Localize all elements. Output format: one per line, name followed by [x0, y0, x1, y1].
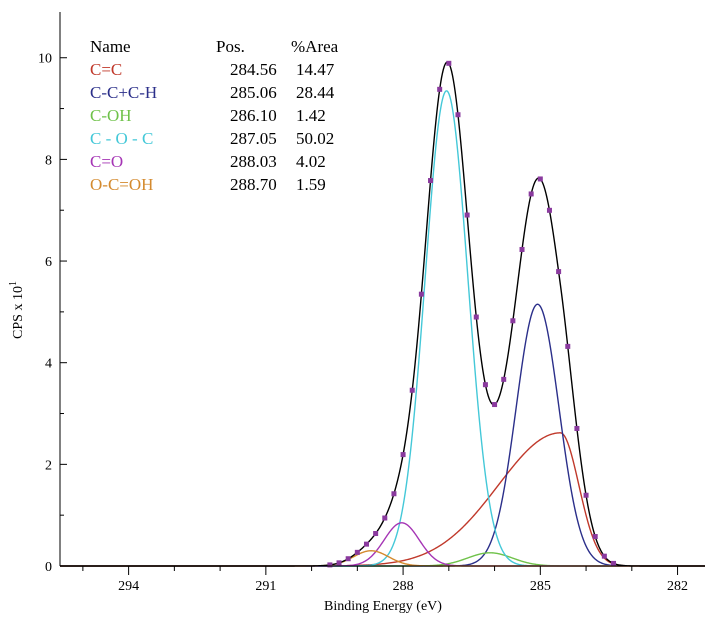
y-tick-label: 4 [45, 357, 52, 372]
legend-pos: 285.06 [230, 83, 277, 102]
data-point [409, 387, 415, 393]
data-point [556, 269, 562, 275]
x-tick-label: 291 [255, 579, 276, 594]
data-point [528, 191, 534, 197]
y-tick-label: 8 [45, 153, 52, 168]
peak-c-o-c [60, 90, 705, 567]
legend-area: 50.02 [296, 129, 334, 148]
legend-area: 4.02 [296, 152, 326, 171]
y-axis-label-base: CPS x 10 [11, 286, 26, 339]
legend-area: 28.44 [296, 83, 335, 102]
data-point [345, 556, 351, 562]
axes: 0 2 4 6 8 10 294 291 288 285 282 [38, 12, 705, 594]
data-point [455, 112, 461, 118]
data-point [592, 534, 598, 540]
legend-name: C-OH [90, 106, 132, 125]
data-point [400, 452, 406, 458]
y-axis-label: CPS x 101 [8, 281, 26, 339]
legend-name: C=O [90, 152, 123, 171]
legend-pos: 284.56 [230, 60, 277, 79]
data-point [363, 541, 369, 547]
data-point [510, 318, 516, 324]
data-point [546, 207, 552, 213]
data-point [519, 246, 525, 252]
data-point [373, 531, 379, 537]
data-point [391, 491, 397, 497]
data-point [537, 176, 543, 182]
legend-pos: 286.10 [230, 106, 277, 125]
svg-text:CPS x 101: CPS x 101 [8, 281, 26, 339]
data-point [473, 314, 479, 320]
data-point [565, 343, 571, 349]
x-tick-label: 288 [393, 579, 414, 594]
data-point [501, 376, 507, 382]
y-axis-label-exponent: 1 [8, 281, 19, 286]
legend: Name Pos. %Area C=C 284.56 14.47 C-C+C-H 285… [90, 37, 339, 194]
legend-name: C-C+C-H [90, 83, 157, 102]
data-point [446, 60, 452, 66]
x-axis-label: Binding Energy (eV) [324, 599, 442, 614]
x-tick-label: 294 [118, 579, 139, 594]
data-points [327, 60, 617, 568]
y-tick-label: 10 [38, 52, 52, 67]
legend-name: C=C [90, 60, 122, 79]
data-point [354, 549, 360, 555]
data-point [336, 560, 342, 566]
legend-name: C - O - C [90, 129, 153, 148]
data-point [418, 291, 424, 297]
peak-c-c [60, 432, 705, 567]
legend-pos: 288.70 [230, 175, 277, 194]
data-point [611, 560, 617, 566]
envelope-line [60, 61, 705, 567]
legend-area: 14.47 [296, 60, 335, 79]
data-point [437, 86, 443, 92]
legend-header-pos: Pos. [216, 37, 245, 56]
y-tick-label: 0 [45, 560, 52, 575]
legend-area: 1.42 [296, 106, 326, 125]
legend-pos: 287.05 [230, 129, 277, 148]
legend-area: 1.59 [296, 175, 326, 194]
legend-name: O-C=OH [90, 175, 153, 194]
legend-header-name: Name [90, 37, 131, 56]
data-point [382, 515, 388, 521]
data-point [583, 492, 589, 498]
legend-header-area: %Area [291, 37, 339, 56]
y-tick-label: 6 [45, 255, 52, 270]
y-tick-label: 2 [45, 458, 52, 473]
peak-components [60, 61, 705, 567]
peak-c-c-c-h [60, 303, 705, 567]
data-point [492, 402, 498, 408]
x-tick-label: 282 [667, 579, 688, 594]
data-point [428, 178, 434, 184]
data-point [601, 553, 607, 559]
data-point [574, 425, 580, 431]
data-point [327, 562, 333, 568]
data-point [464, 212, 470, 218]
x-tick-label: 285 [530, 579, 551, 594]
data-point [482, 382, 488, 388]
legend-pos: 288.03 [230, 152, 277, 171]
